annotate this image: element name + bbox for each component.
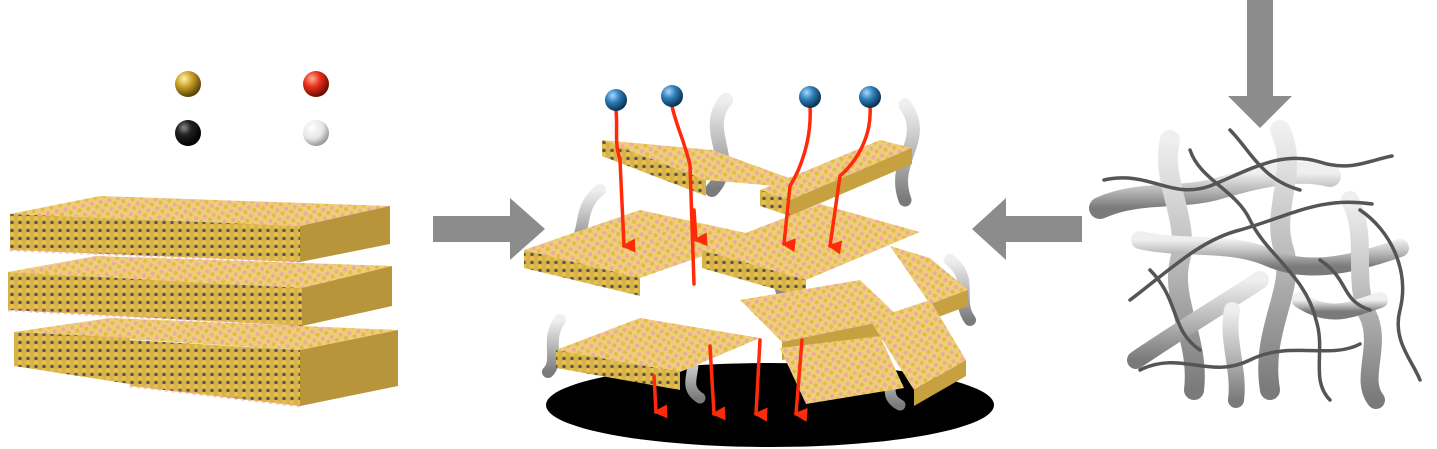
outflow-arrow-2: [708, 344, 726, 421]
black-atom-icon: [175, 120, 201, 146]
ion-path-4: [827, 104, 872, 255]
ion-outflow-arrows: [652, 338, 808, 422]
red-atom-icon: [303, 71, 329, 97]
ion-path-1: [614, 108, 636, 253]
nanosheet-5: [890, 246, 968, 320]
crystal-layer-top: [10, 196, 390, 262]
outflow-arrow-4: [793, 338, 808, 422]
ion-path-3: [781, 104, 812, 253]
process-arrow-down: [1228, 0, 1292, 128]
ion-path-5: [692, 208, 708, 247]
outflow-arrow-3: [753, 338, 768, 422]
crystal-layer-middle: [8, 256, 392, 326]
nanosheet-3: [524, 210, 760, 296]
ion-path-2: [670, 104, 696, 286]
process-arrow-right: [433, 198, 545, 260]
thin-polymer-chains: [1102, 128, 1422, 402]
ion-icon: [661, 85, 683, 107]
nanosheet-4: [702, 204, 920, 298]
ion-flow-paths: [614, 104, 872, 286]
nanosheet-8: [870, 300, 966, 406]
ions: [605, 85, 881, 111]
polymer-network: [1089, 0, 1422, 409]
nanosheet-9: [780, 336, 904, 404]
ion-icon: [859, 86, 881, 108]
ion-icon: [799, 86, 821, 108]
nanosheet-2: [760, 140, 912, 216]
gold-atom-icon: [175, 71, 201, 97]
nanosheet-1: [602, 140, 822, 196]
composite-assembly: [524, 85, 994, 447]
white-atom-icon: [303, 120, 329, 146]
process-arrow-left: [972, 198, 1082, 260]
outflow-arrow-1: [652, 374, 668, 419]
atom-legend: [175, 71, 329, 146]
layered-crystal-stack: [7, 71, 398, 408]
atom-speckle: [7, 248, 303, 408]
ion-icon: [605, 89, 627, 111]
crystal-layer-bottom: [14, 318, 398, 406]
